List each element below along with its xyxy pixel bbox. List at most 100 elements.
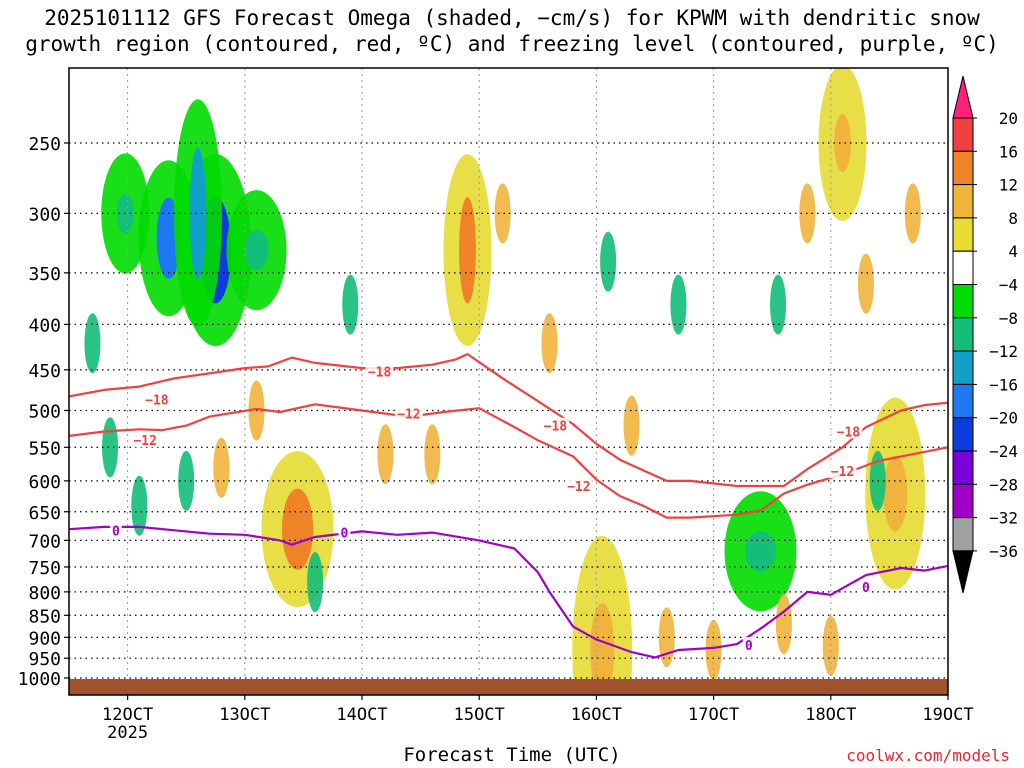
contour-label: 0 <box>112 524 120 539</box>
colorbar-label: 20 <box>999 109 1018 128</box>
omega-region-core <box>189 147 207 280</box>
y-tick-label: 750 <box>28 558 61 579</box>
contour-label: 0 <box>862 581 870 596</box>
colorbar-label: 16 <box>999 142 1018 161</box>
omega-region-core <box>744 531 777 572</box>
chart-title-line2: growth region (contoured, red, ºC) and f… <box>25 32 999 56</box>
y-tick-label: 850 <box>28 606 61 627</box>
y-tick-label: 450 <box>28 361 61 382</box>
omega-streak <box>494 183 511 244</box>
contour-label: −12 <box>397 408 420 423</box>
omega-streak <box>424 424 441 485</box>
contour-label-bg <box>338 524 351 540</box>
contour-label: −12 <box>133 434 156 449</box>
colorbar-label: −16 <box>989 375 1018 394</box>
contour-label-bg <box>828 463 857 479</box>
colorbar-band <box>952 450 974 485</box>
y-tick-label: 250 <box>28 134 61 155</box>
omega-streak <box>623 395 640 456</box>
colorbar: 20 16 12 8 4 −4 −8 −12 −16 −20 −24 −28 −32 −36 <box>952 75 1018 594</box>
omega-streak <box>770 274 787 335</box>
y-tick-label: 350 <box>28 264 61 285</box>
colorbar-band <box>952 217 974 252</box>
colorbar-band <box>952 417 974 452</box>
contour-label: −12 <box>567 480 590 495</box>
contour-line <box>69 403 948 519</box>
colorbar-label: −20 <box>989 409 1018 428</box>
omega-streak <box>775 594 792 655</box>
x-tick-label: 13OCT <box>219 705 270 725</box>
plot-frame <box>68 67 949 696</box>
colorbar-bottom-arrow <box>952 550 974 594</box>
omega-streak <box>600 231 617 292</box>
omega-streak <box>131 475 148 536</box>
contour-label-bg <box>365 363 394 379</box>
contour-label-bg <box>109 522 122 538</box>
credit-link[interactable]: coolwx.com/models <box>846 746 1010 765</box>
colorbar-label: −28 <box>989 475 1018 494</box>
contour-line <box>69 353 948 488</box>
contour-label: −18 <box>368 366 392 381</box>
y-axis: 2503003504004505005506006507007508008509… <box>18 134 69 690</box>
contour-label: −12 <box>831 465 854 480</box>
colorbar-label: 4 <box>1008 242 1018 261</box>
x-tick-label: 19OCT <box>922 705 973 725</box>
contour-line <box>69 525 948 659</box>
omega-streak <box>102 417 119 478</box>
x-tick-label: 18OCT <box>805 705 856 725</box>
contour-label: −18 <box>145 394 169 409</box>
x-tick-label: 12OCT <box>102 705 153 725</box>
chart-title-line1: 2025101112 GFS Forecast Omega (shaded, −… <box>44 6 980 30</box>
omega-streak <box>307 552 324 613</box>
y-tick-label: 400 <box>28 315 61 336</box>
contour-label-bg <box>131 432 160 448</box>
omega-region-core <box>883 455 908 532</box>
x-axis-title: Forecast Time (UTC) <box>403 744 621 766</box>
contour-label: 0 <box>341 527 349 542</box>
x-tick-label: 14OCT <box>336 705 387 725</box>
colorbar-label: −12 <box>989 342 1018 361</box>
colorbar-band <box>952 350 974 385</box>
contour-label: 0 <box>745 639 753 654</box>
contour-label-bg <box>742 636 755 652</box>
omega-streak <box>377 424 394 485</box>
terrain-ground <box>69 679 948 695</box>
omega-region-core <box>281 488 314 570</box>
colorbar-band <box>952 184 974 219</box>
omega-streak <box>541 313 558 374</box>
contour-label: −18 <box>837 426 861 441</box>
temperature-contours: −18 −12 −18 −12 −18 −12 −18 −12 0 0 0 0 <box>69 353 948 659</box>
y-tick-label: 900 <box>28 628 61 649</box>
y-tick-label: 700 <box>28 531 61 552</box>
x-year-label: 2025 <box>107 723 148 743</box>
colorbar-label: −24 <box>989 442 1018 461</box>
colorbar-top-arrow <box>952 75 974 119</box>
x-tick-label: 16OCT <box>571 705 622 725</box>
x-tick-label: 17OCT <box>688 705 739 725</box>
colorbar-label: −8 <box>999 309 1018 328</box>
colorbar-label: 12 <box>999 176 1018 195</box>
contour-label-bg <box>541 417 570 433</box>
omega-streak <box>213 437 230 498</box>
colorbar-band <box>952 284 974 319</box>
contour-label-bg <box>142 391 171 407</box>
omega-streak <box>84 313 101 374</box>
omega-region-core <box>459 196 476 304</box>
colorbar-band <box>952 250 974 285</box>
colorbar-label: 8 <box>1008 209 1018 228</box>
y-tick-label: 950 <box>28 649 61 670</box>
y-tick-label: 600 <box>28 472 61 493</box>
y-tick-label: 1000 <box>18 669 61 690</box>
omega-streak <box>857 253 874 314</box>
colorbar-band <box>952 483 974 519</box>
contour-label: −18 <box>544 420 568 435</box>
omega-streak <box>904 183 921 244</box>
omega-streak <box>342 274 359 335</box>
colorbar-label: −36 <box>989 542 1018 561</box>
grid <box>69 68 949 695</box>
colorbar-band <box>952 150 974 186</box>
y-tick-label: 500 <box>28 402 61 423</box>
colorbar-band <box>952 383 974 419</box>
omega-streak <box>705 619 722 680</box>
x-tick-label: 15OCT <box>454 705 505 725</box>
